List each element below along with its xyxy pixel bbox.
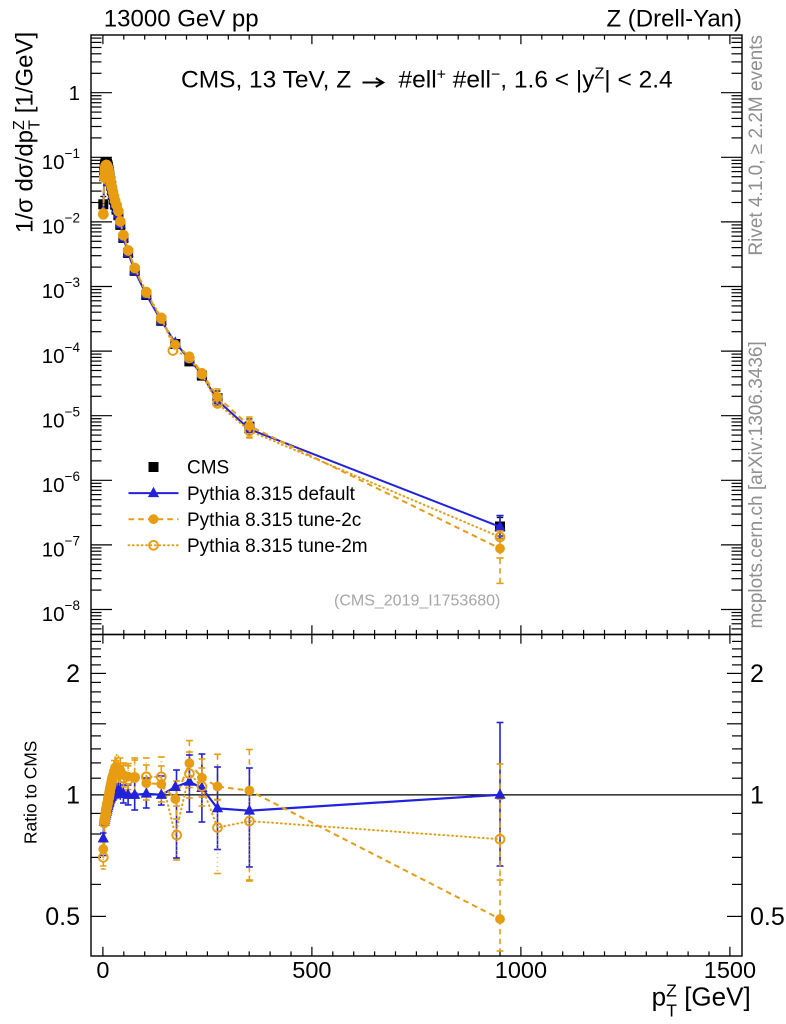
svg-text:pZT [GeV]: pZ T [GeV] (652, 981, 751, 1021)
svg-text:Pythia 8.315 tune-2c: Pythia 8.315 tune-2c (187, 510, 361, 531)
svg-text:1: 1 (750, 782, 764, 810)
svg-text:1: 1 (69, 82, 80, 105)
svg-text:500: 500 (292, 957, 331, 983)
svg-text:1/σ dσ/dpZT [1/GeV]: 1/σ dσ/dpZT [1/GeV] (11, 32, 44, 233)
svg-text:Ratio to CMS: Ratio to CMS (21, 741, 41, 844)
svg-text:0: 0 (96, 957, 109, 983)
svg-text:2: 2 (66, 660, 80, 688)
svg-text:Pythia 8.315 tune-2m: Pythia 8.315 tune-2m (187, 536, 368, 557)
svg-text:mcplots.cern.ch [arXiv:1306.34: mcplots.cern.ch [arXiv:1306.3436] (746, 341, 767, 628)
svg-text:Rivet 4.1.0, ≥ 2.2M events: Rivet 4.1.0, ≥ 2.2M events (746, 35, 767, 256)
svg-text:2: 2 (750, 660, 764, 688)
svg-text:1: 1 (66, 782, 80, 810)
svg-text:0.5: 0.5 (750, 903, 785, 931)
svg-text:(CMS_2019_I1753680): (CMS_2019_I1753680) (334, 592, 500, 609)
svg-text:13000 GeV pp: 13000 GeV pp (104, 6, 259, 33)
svg-text:0.5: 0.5 (45, 903, 80, 931)
svg-text:1000: 1000 (495, 957, 547, 983)
svg-text:Z (Drell-Yan): Z (Drell-Yan) (606, 6, 742, 33)
svg-text:CMS, 13 TeV, Z: CMS, 13 TeV, Z (181, 66, 351, 93)
svg-text:CMS: CMS (187, 458, 229, 479)
svg-text:Pythia 8.315 default: Pythia 8.315 default (187, 484, 356, 505)
svg-text:1500: 1500 (704, 957, 756, 983)
